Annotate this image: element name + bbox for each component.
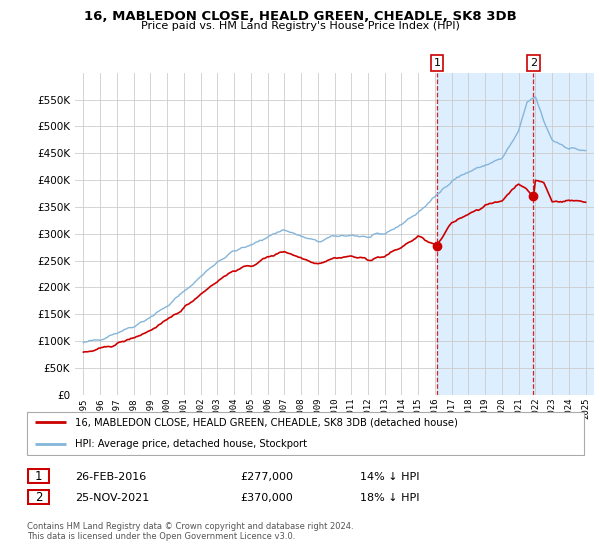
Text: 14% ↓ HPI: 14% ↓ HPI	[360, 472, 419, 482]
Text: 16, MABLEDON CLOSE, HEALD GREEN, CHEADLE, SK8 3DB: 16, MABLEDON CLOSE, HEALD GREEN, CHEADLE…	[83, 10, 517, 23]
Text: £370,000: £370,000	[240, 493, 293, 503]
Text: 1: 1	[433, 58, 440, 68]
FancyBboxPatch shape	[28, 469, 49, 483]
Text: 18% ↓ HPI: 18% ↓ HPI	[360, 493, 419, 503]
FancyBboxPatch shape	[28, 490, 49, 505]
Text: 16, MABLEDON CLOSE, HEALD GREEN, CHEADLE, SK8 3DB (detached house): 16, MABLEDON CLOSE, HEALD GREEN, CHEADLE…	[75, 417, 458, 427]
Text: £277,000: £277,000	[240, 472, 293, 482]
FancyBboxPatch shape	[27, 412, 584, 455]
Text: 1: 1	[35, 469, 42, 483]
Text: Contains HM Land Registry data © Crown copyright and database right 2024.
This d: Contains HM Land Registry data © Crown c…	[27, 522, 353, 542]
Text: 2: 2	[35, 491, 42, 504]
Text: 26-FEB-2016: 26-FEB-2016	[75, 472, 146, 482]
Text: HPI: Average price, detached house, Stockport: HPI: Average price, detached house, Stoc…	[75, 439, 307, 449]
Text: 2: 2	[530, 58, 537, 68]
Bar	[437, 73, 594, 395]
Text: 25-NOV-2021: 25-NOV-2021	[75, 493, 149, 503]
Text: Price paid vs. HM Land Registry's House Price Index (HPI): Price paid vs. HM Land Registry's House …	[140, 21, 460, 31]
